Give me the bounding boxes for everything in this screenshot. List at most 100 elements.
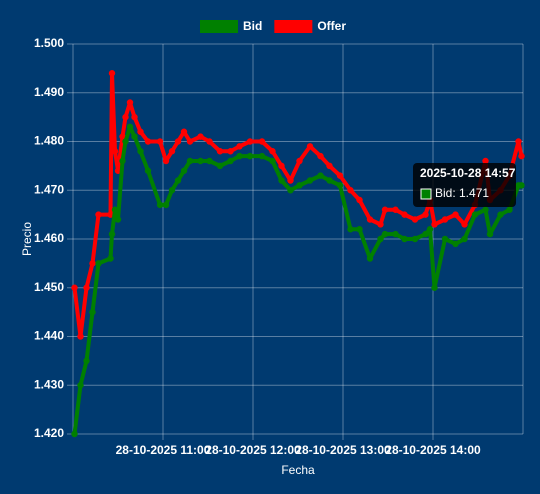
data-point <box>95 260 102 267</box>
data-point <box>486 230 494 238</box>
y-tick-label: 1.430 <box>34 377 64 391</box>
data-point <box>392 230 399 238</box>
data-point <box>227 157 234 165</box>
data-point <box>422 211 429 218</box>
y-tick-label: 1.450 <box>34 280 64 294</box>
data-point <box>77 382 84 389</box>
tooltip-title: 2025-10-28 14:57 <box>420 166 516 180</box>
data-point <box>216 162 224 170</box>
data-point <box>366 255 374 262</box>
data-point <box>162 157 170 165</box>
data-point <box>381 206 389 213</box>
data-point <box>317 152 324 160</box>
data-point <box>168 187 176 194</box>
y-tick-label: 1.500 <box>34 36 64 50</box>
data-point <box>95 211 102 218</box>
data-point <box>482 206 489 213</box>
data-point <box>411 216 419 223</box>
data-point <box>278 162 285 170</box>
data-point <box>278 177 285 184</box>
y-tick-label: 1.440 <box>34 329 64 343</box>
data-point <box>114 216 122 223</box>
data-point <box>377 235 384 243</box>
data-point <box>401 235 408 243</box>
data-point <box>126 99 134 106</box>
legend-swatch <box>274 20 313 33</box>
data-point <box>426 226 434 233</box>
y-tick-label: 1.420 <box>34 426 64 440</box>
data-point <box>186 157 194 165</box>
data-point <box>258 138 266 145</box>
data-point <box>269 157 276 165</box>
data-point <box>296 157 303 165</box>
y-axis-title: Precio <box>20 222 34 256</box>
data-point <box>356 196 363 204</box>
data-point <box>506 206 513 213</box>
data-point <box>77 333 84 340</box>
data-point <box>180 167 188 174</box>
data-point <box>401 211 408 218</box>
data-point <box>107 255 114 262</box>
data-point <box>180 128 188 135</box>
data-point <box>471 211 479 218</box>
data-point <box>482 157 489 165</box>
data-point <box>83 357 90 365</box>
data-point <box>441 235 449 243</box>
data-point <box>126 123 134 131</box>
data-point <box>336 172 344 179</box>
data-point <box>197 133 204 140</box>
data-point <box>366 216 374 223</box>
data-point <box>347 226 354 233</box>
data-point <box>131 113 138 121</box>
x-tick-label: 28-10-2025 14:00 <box>385 443 481 457</box>
data-point <box>336 182 344 189</box>
data-point <box>83 284 90 291</box>
data-point <box>515 138 522 145</box>
data-point <box>206 138 213 145</box>
data-point <box>296 182 303 189</box>
legend-item: Offer <box>274 19 346 33</box>
data-point <box>122 113 129 121</box>
data-point <box>306 143 314 150</box>
data-point <box>356 226 363 233</box>
data-point <box>162 201 170 209</box>
legend-label: Offer <box>317 19 346 33</box>
data-point <box>122 138 129 145</box>
data-point <box>411 235 419 243</box>
data-point <box>381 230 389 238</box>
data-point <box>71 430 78 438</box>
data-point <box>246 138 254 145</box>
data-point <box>174 177 182 184</box>
data-point <box>452 211 459 218</box>
data-point <box>392 206 399 213</box>
data-point <box>111 206 119 213</box>
data-point <box>197 157 204 165</box>
data-point <box>131 133 138 140</box>
data-point <box>156 201 164 209</box>
data-point <box>227 148 234 155</box>
data-point <box>119 133 126 140</box>
data-point <box>174 138 182 145</box>
data-point <box>246 152 254 160</box>
data-point <box>461 221 468 228</box>
data-point <box>422 230 429 238</box>
x-tick-label: 28-10-2025 12:00 <box>205 443 301 457</box>
x-tick-label: 28-10-2025 13:00 <box>295 443 391 457</box>
data-point <box>144 138 152 145</box>
data-point <box>236 143 243 150</box>
data-point <box>186 138 194 145</box>
legend-label: Bid <box>243 19 262 33</box>
data-point <box>168 148 176 155</box>
tooltip-label: Bid: 1.471 <box>435 186 489 200</box>
data-point <box>236 152 243 160</box>
x-axis-title: Fecha <box>281 463 315 477</box>
data-point <box>107 211 114 218</box>
data-point <box>108 230 116 238</box>
data-point <box>216 148 224 155</box>
data-point <box>269 148 276 155</box>
data-point <box>441 216 449 223</box>
data-point <box>431 221 438 228</box>
data-point <box>461 235 468 243</box>
data-point <box>431 284 438 291</box>
